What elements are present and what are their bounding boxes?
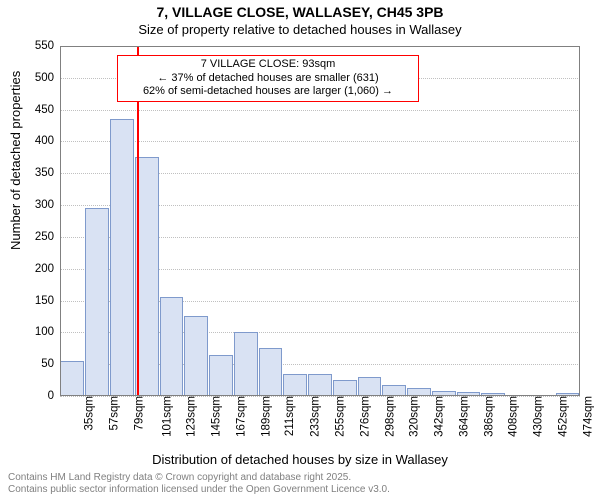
chart-footer: Contains HM Land Registry data © Crown c… [8,472,592,496]
y-tick-label: 550 [35,40,54,52]
x-tick-label: 452sqm [557,396,569,437]
bar [358,377,382,396]
x-tick-label: 474sqm [582,396,594,437]
y-tick-label: 250 [35,231,54,243]
annotation-box: 7 VILLAGE CLOSE: 93sqm← 37% of detached … [117,55,419,102]
bar [506,395,530,396]
annotation-line: 7 VILLAGE CLOSE: 93sqm [122,58,414,72]
x-tick-label: 35sqm [84,396,96,431]
chart-subtitle: Size of property relative to detached ho… [0,22,600,37]
bar [457,392,481,396]
bar [209,355,233,396]
y-tick-label: 150 [35,295,54,307]
bar [85,208,109,396]
bar [234,332,258,396]
x-tick-label: 145sqm [211,396,223,437]
x-tick-label: 276sqm [359,396,371,437]
x-tick-label: 167sqm [235,396,247,437]
bar [184,316,208,396]
bar [110,119,134,396]
y-tick-label: 50 [41,358,54,370]
y-tick-label: 350 [35,167,54,179]
bar [60,361,84,396]
chart-container: { "title": "7, VILLAGE CLOSE, WALLASEY, … [0,0,600,500]
bar [308,374,332,396]
annotation-line: 62% of semi-detached houses are larger (… [122,85,414,99]
y-tick-label: 450 [35,104,54,116]
y-axis-label: Number of detached properties [8,71,23,250]
y-tick-label: 400 [35,135,54,147]
bar [259,348,283,396]
bar [333,380,357,396]
y-tick-label: 300 [35,199,54,211]
y-tick-label: 500 [35,72,54,84]
x-tick-label: 320sqm [409,396,421,437]
bar [382,385,406,396]
footer-line-2: Contains public sector information licen… [8,484,592,496]
annotation-line: ← 37% of detached houses are smaller (63… [122,72,414,86]
y-tick-label: 100 [35,326,54,338]
x-tick-label: 79sqm [133,396,145,431]
bar [407,388,431,396]
x-tick-label: 189sqm [260,396,272,437]
x-tick-label: 364sqm [458,396,470,437]
x-tick-label: 430sqm [533,396,545,437]
footer-line-1: Contains HM Land Registry data © Crown c… [8,472,592,484]
bar [556,393,580,396]
bar [432,391,456,396]
x-tick-label: 211sqm [285,396,297,436]
x-tick-label: 342sqm [434,396,446,437]
x-tick-label: 123sqm [186,396,198,437]
x-tick-label: 255sqm [334,396,346,437]
y-tick-label: 0 [48,390,54,402]
chart-title: 7, VILLAGE CLOSE, WALLASEY, CH45 3PB [0,4,600,20]
x-axis-label: Distribution of detached houses by size … [0,452,600,467]
x-tick-label: 408sqm [508,396,520,437]
x-tick-label: 101sqm [161,396,173,437]
x-tick-label: 57sqm [108,396,120,431]
y-tick-label: 200 [35,263,54,275]
bar [531,395,555,396]
x-tick-label: 386sqm [483,396,495,437]
x-tick-label: 298sqm [384,396,396,437]
plot-area: 05010015020025030035040045050055035sqm57… [60,46,580,396]
x-tick-label: 233sqm [310,396,322,437]
bar [481,393,505,396]
bar [283,374,307,396]
bar [160,297,184,396]
